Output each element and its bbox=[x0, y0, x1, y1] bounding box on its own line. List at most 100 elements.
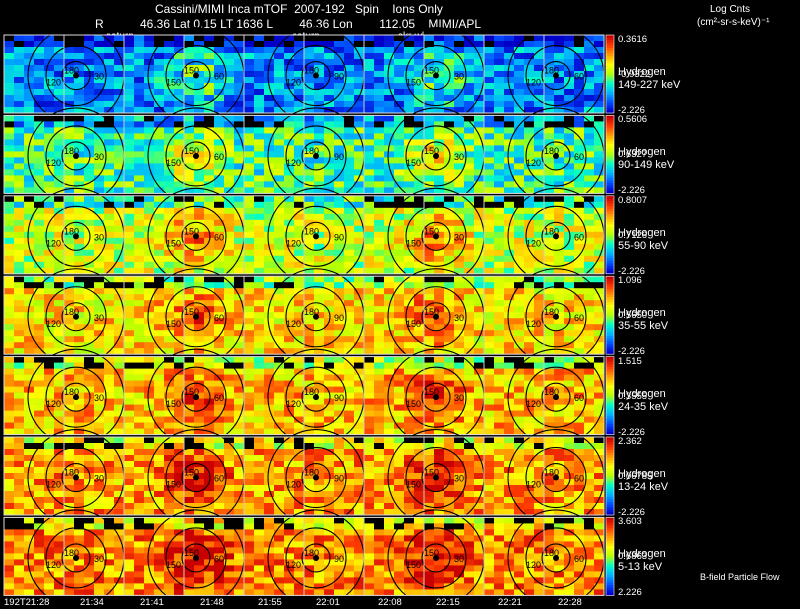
time-tick-label: 21:41 bbox=[140, 597, 164, 608]
contour-label: 120 bbox=[526, 480, 541, 490]
contour-label: 180 bbox=[544, 387, 559, 397]
contour-label: 30 bbox=[94, 232, 104, 242]
contour-label: 150 bbox=[406, 480, 421, 490]
colorbar-mid-label: 0.7126 bbox=[618, 229, 648, 241]
contour-label: 120 bbox=[46, 319, 61, 329]
species-label: Hydrogen bbox=[618, 66, 666, 78]
time-tick-label: 192T21:28 bbox=[4, 597, 50, 608]
time-tick-label: 22:01 bbox=[316, 597, 340, 608]
contour-label: 30 bbox=[454, 554, 464, 564]
contour-label: 150 bbox=[424, 307, 439, 317]
contour-label: 150 bbox=[166, 560, 181, 570]
contour-label: 90 bbox=[334, 152, 344, 162]
contour-label: 150 bbox=[184, 226, 199, 236]
colorbar-1 bbox=[605, 34, 615, 114]
contour-label: 60 bbox=[574, 72, 584, 82]
panel-label: Hydrogen 24-35 keV bbox=[618, 388, 668, 414]
r-label: R bbox=[95, 17, 104, 31]
chart-title: Cassini/MIMI Inca mTOF 2007-192 Spin Ion… bbox=[155, 2, 443, 16]
species-label: Hydrogen bbox=[618, 146, 666, 159]
units-label: (cm²-sr-s-keV)⁻¹ bbox=[697, 17, 770, 28]
time-tick-label: 21:55 bbox=[258, 597, 282, 608]
energy-label: 35-55 keV bbox=[618, 320, 669, 333]
colorbar-min-label: -2.226 bbox=[618, 507, 645, 518]
contour-label: 90 bbox=[334, 313, 344, 323]
contour-label: 30 bbox=[94, 152, 104, 162]
contour-label: 150 bbox=[406, 399, 421, 409]
contour-label: 120 bbox=[286, 480, 301, 490]
energy-label: 13-24 keV bbox=[618, 481, 669, 493]
contour-label: 60 bbox=[574, 313, 584, 323]
contour-label: 30 bbox=[94, 72, 104, 82]
species-label: Hydrogen bbox=[618, 387, 666, 400]
colorbar-max-label: 0.3616 bbox=[618, 34, 648, 45]
contour-label: 180 bbox=[304, 468, 319, 478]
contour-label: 150 bbox=[424, 146, 439, 156]
contour-label: 180 bbox=[64, 548, 79, 558]
colorbar-mid-label: 0.06785 bbox=[618, 471, 653, 482]
colorbar-mid-label: -0.9322 bbox=[618, 69, 651, 80]
contour-label: 120 bbox=[286, 319, 301, 329]
contour-label: 30 bbox=[94, 313, 104, 323]
contour-label: 180 bbox=[544, 226, 559, 236]
contour-label: 60 bbox=[214, 554, 224, 564]
contour-label: 30 bbox=[454, 313, 464, 323]
colorbar-max-label: 3.603 bbox=[618, 516, 642, 528]
contour-label: 90 bbox=[334, 232, 344, 242]
contour-label: 60 bbox=[574, 474, 584, 484]
contour-label: 120 bbox=[46, 238, 61, 248]
contour-label: 150 bbox=[406, 238, 421, 248]
colorbar-4 bbox=[605, 275, 615, 355]
colorbar-5 bbox=[605, 356, 615, 435]
units-title: Log Cnts bbox=[710, 4, 751, 15]
contour-label: 60 bbox=[214, 393, 224, 403]
contour-label: 180 bbox=[544, 307, 559, 317]
contour-label: 150 bbox=[424, 66, 439, 76]
time-tick-label: 21:48 bbox=[200, 597, 224, 608]
contour-label: 30 bbox=[454, 72, 464, 82]
contour-label: 90 bbox=[334, 393, 344, 403]
contour-label: 90 bbox=[334, 554, 344, 564]
panel-label: Hydrogen 13-24 keV bbox=[618, 468, 668, 494]
contour-label: 60 bbox=[214, 72, 224, 82]
colorbar-min-label: -2.226 bbox=[618, 105, 645, 116]
contour-label: 150 bbox=[166, 78, 181, 88]
contour-label: 120 bbox=[286, 238, 301, 248]
colorbar-3 bbox=[605, 195, 615, 275]
contour-label: 120 bbox=[286, 158, 301, 168]
contour-label: 120 bbox=[46, 78, 61, 88]
contour-label: 150 bbox=[184, 387, 199, 397]
time-tick-label: 22:08 bbox=[378, 597, 402, 608]
contour-label: 120 bbox=[286, 399, 301, 409]
footer-note: B-field Particle Flow bbox=[700, 572, 780, 582]
colorbar-2 bbox=[605, 115, 615, 194]
contour-label: 150 bbox=[406, 78, 421, 88]
colorbar-7 bbox=[605, 517, 615, 596]
colorbar-min-label: -2.226 bbox=[618, 426, 645, 438]
contour-label: 150 bbox=[166, 238, 181, 248]
contour-label: 150 bbox=[184, 548, 199, 558]
species-label: Hydrogen bbox=[618, 548, 666, 561]
contour-label: 180 bbox=[304, 307, 319, 317]
contour-label: 150 bbox=[406, 319, 421, 329]
contour-label: 120 bbox=[46, 560, 61, 570]
contour-label: 180 bbox=[304, 548, 319, 558]
contour-label: 180 bbox=[64, 66, 79, 76]
contour-label: 120 bbox=[526, 319, 541, 329]
contour-label: 150 bbox=[424, 468, 439, 478]
contour-label: 120 bbox=[286, 78, 301, 88]
contour-label: 180 bbox=[304, 226, 319, 236]
energy-label: 24-35 keV bbox=[618, 400, 669, 413]
energy-label: 55-90 keV bbox=[618, 239, 669, 252]
panel-label: Hydrogen 5-13 keV bbox=[618, 548, 666, 574]
contour-label: 150 bbox=[166, 399, 181, 409]
contour-label: 180 bbox=[64, 387, 79, 397]
contour-label: 180 bbox=[64, 307, 79, 317]
contour-label: 180 bbox=[544, 146, 559, 156]
colorbar-mid-label: 0.5650 bbox=[618, 310, 648, 322]
